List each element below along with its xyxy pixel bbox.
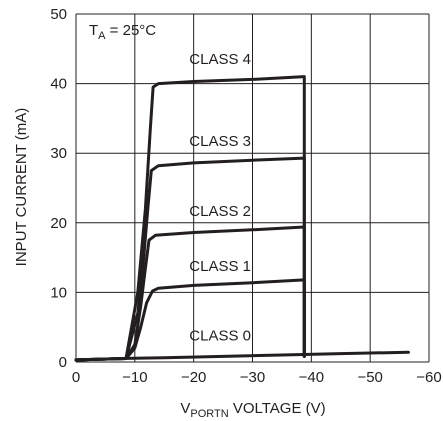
curve-label-class-4: CLASS 4 [189,51,251,68]
x-tick-label-4: −40 [299,369,324,386]
x-tick-label-5: −50 [357,369,382,386]
y-axis-title: INPUT CURRENT (mA) [13,108,30,267]
y-tick-label-2: 20 [50,215,67,232]
series-class-3 [74,156,306,362]
temperature-annotation: TA = 25°C [89,22,156,42]
series-class-2 [74,225,306,362]
y-tick-label-3: 30 [50,145,67,162]
series-class-4 [74,75,306,362]
x-tick-label-6: −60 [416,369,441,386]
curve-label-class-3: CLASS 3 [189,133,251,150]
x-tick-label-1: −10 [122,369,147,386]
curve-labels: CLASS 4 CLASS 3 CLASS 2 CLASS 1 CLASS 0 [189,51,251,344]
y-tick-label-4: 40 [50,76,67,93]
x-tick-label-2: −20 [181,369,206,386]
curve-label-class-0: CLASS 0 [189,327,251,344]
y-tick-label-1: 10 [50,284,67,301]
x-axis-title: VPORTN VOLTAGE (V) [180,400,325,420]
curve-label-class-1: CLASS 1 [189,258,251,275]
grid [75,13,430,363]
y-tick-label-0: 0 [59,354,67,371]
curve-label-class-2: CLASS 2 [189,203,251,220]
curves [74,75,410,362]
x-tick-label-0: 0 [72,369,80,386]
x-tick-label-3: −30 [240,369,265,386]
tick-labels: 0 −10 −20 −30 −40 −50 −60 0 10 20 30 40 50 [50,6,441,386]
y-tick-label-5: 50 [50,6,67,23]
